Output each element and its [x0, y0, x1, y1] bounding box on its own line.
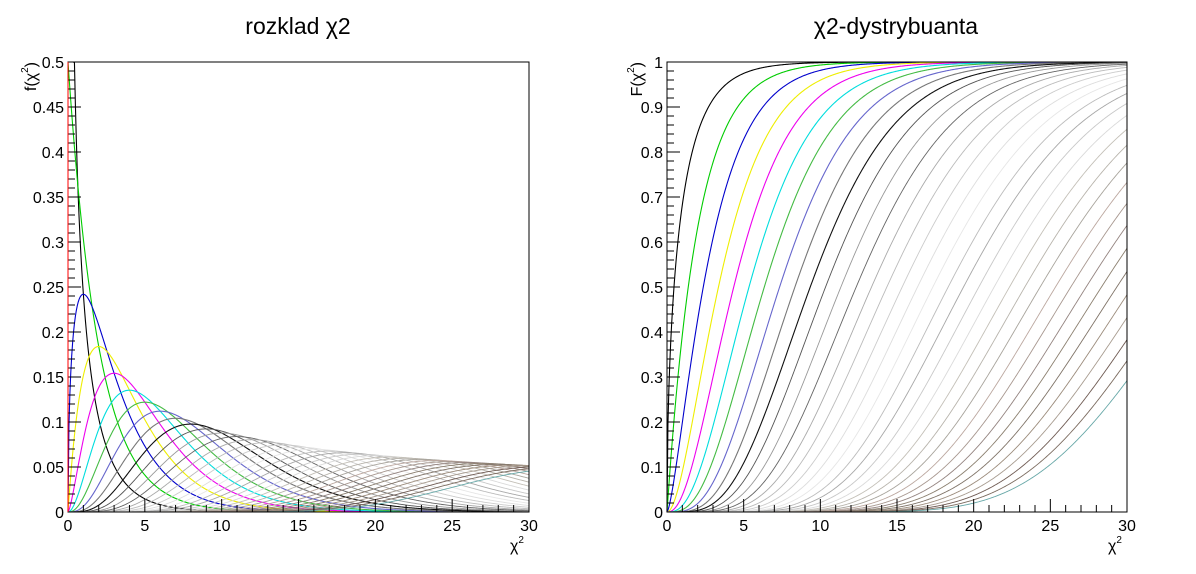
- y-tick-label: 0.45: [33, 100, 64, 117]
- y-tick-label: 0.4: [42, 145, 64, 162]
- cdf-chart-title: χ2-dystrybuanta: [814, 13, 978, 39]
- y-tick-label: 0.8: [641, 145, 663, 162]
- y-tick-label: 0.1: [641, 460, 663, 477]
- series-line-df-14: [667, 64, 1128, 513]
- x-tick-label: 25: [443, 518, 461, 535]
- series-line-df-5: [666, 61, 1127, 513]
- y-tick-label: 0: [654, 505, 663, 522]
- pdf-y-axis-label: f(χ2): [20, 62, 40, 91]
- series-line-df-2: [67, 61, 529, 513]
- x-tick-label: 30: [520, 518, 538, 535]
- cdf-y-tick-labels: 0 0.1 0.2 0.3 0.4 0.5 0.6 0.7 0.8 0.9 1: [641, 55, 663, 522]
- x-tick-label: 15: [290, 518, 308, 535]
- x-tick-label: 5: [739, 518, 748, 535]
- series-line-df-34: [667, 360, 1128, 513]
- pdf-axis-marks: [67, 61, 530, 513]
- series-line-df-6: [667, 61, 1127, 513]
- cdf-axis-marks: [666, 61, 1128, 513]
- x-tick-label: 30: [1118, 518, 1136, 535]
- series-line-df-23: [667, 128, 1128, 513]
- pdf-plot-frame: [67, 61, 530, 513]
- series-line-df-10: [667, 61, 1127, 513]
- pdf-chart-title: rozklad χ2: [245, 13, 350, 39]
- cdf-x-axis-label: χ2: [1108, 535, 1122, 555]
- y-tick-label: 0.25: [33, 280, 64, 297]
- x-tick-label: 20: [965, 518, 983, 535]
- x-tick-label: 0: [64, 518, 73, 535]
- cdf-plot-frame: [666, 61, 1128, 513]
- y-tick-label: 0.3: [641, 370, 663, 387]
- cdf-x-tick-labels: 0 5 10 15 20 25 30: [663, 518, 1136, 535]
- y-tick-label: 0: [55, 505, 64, 522]
- x-tick-label: 10: [213, 518, 231, 535]
- y-tick-label: 0.5: [42, 55, 64, 72]
- y-tick-label: 1: [654, 55, 663, 72]
- series-line-df-27: [667, 203, 1128, 513]
- series-line-df-1: [666, 61, 1127, 513]
- y-tick-label: 0.6: [641, 235, 663, 252]
- series-line-df-9: [667, 61, 1127, 513]
- x-tick-label: 0: [663, 518, 672, 535]
- y-tick-label: 0.1: [42, 415, 64, 432]
- series-line-df-11: [667, 62, 1128, 513]
- pdf-curves: [67, 61, 530, 513]
- series-line-df-29: [667, 248, 1128, 513]
- x-tick-label: 20: [366, 518, 384, 535]
- series-line-df-1: [68, 61, 529, 513]
- series-line-df-10: [68, 423, 530, 513]
- series-line-df-32: [667, 317, 1128, 513]
- series-line-df-13: [667, 63, 1128, 513]
- series-line-df-3: [666, 61, 1127, 513]
- y-tick-label: 0.5: [641, 280, 663, 297]
- cdf-y-axis-label: F(χ2): [626, 62, 646, 96]
- pdf-chart: rozklad χ2 0 5 10 15 20 25 30 00.050.10.150.20…: [20, 13, 538, 555]
- series-line-df-31: [667, 294, 1128, 513]
- y-tick-label: 0.3: [42, 235, 64, 252]
- x-tick-label: 5: [140, 518, 149, 535]
- cdf-chart: χ2-dystrybuanta 0 5 10 15 20 25 30 00.10.20.30…: [626, 13, 1136, 555]
- series-line-df-8: [667, 61, 1127, 513]
- y-tick-label: 0.9: [641, 100, 663, 117]
- y-tick-label: 0.7: [641, 190, 663, 207]
- y-tick-label: 0.4: [641, 325, 663, 342]
- series-line-df-7: [667, 61, 1127, 513]
- series-line-df-28: [667, 225, 1128, 513]
- y-tick-label: 0.2: [641, 415, 663, 432]
- series-line-df-22: [667, 114, 1128, 513]
- x-tick-label: 25: [1041, 518, 1059, 535]
- series-line-df-2: [666, 61, 1127, 513]
- x-tick-label: 15: [888, 518, 906, 535]
- series-line-df-4: [666, 61, 1127, 513]
- pdf-x-tick-labels: 0 5 10 15 20 25 30: [64, 518, 538, 535]
- pdf-x-axis-label: χ2: [510, 535, 524, 555]
- y-tick-label: 0.15: [33, 370, 64, 387]
- pdf-y-tick-labels: 0 0.05 0.1 0.15 0.2 0.25 0.3 0.35 0.4 0.45 0.5: [33, 55, 64, 522]
- series-line-df-12: [667, 62, 1128, 513]
- x-tick-label: 10: [811, 518, 829, 535]
- y-tick-label: 0.2: [42, 325, 64, 342]
- cdf-curves: [666, 61, 1128, 513]
- y-tick-label: 0.05: [33, 460, 64, 477]
- y-tick-label: 0.35: [33, 190, 64, 207]
